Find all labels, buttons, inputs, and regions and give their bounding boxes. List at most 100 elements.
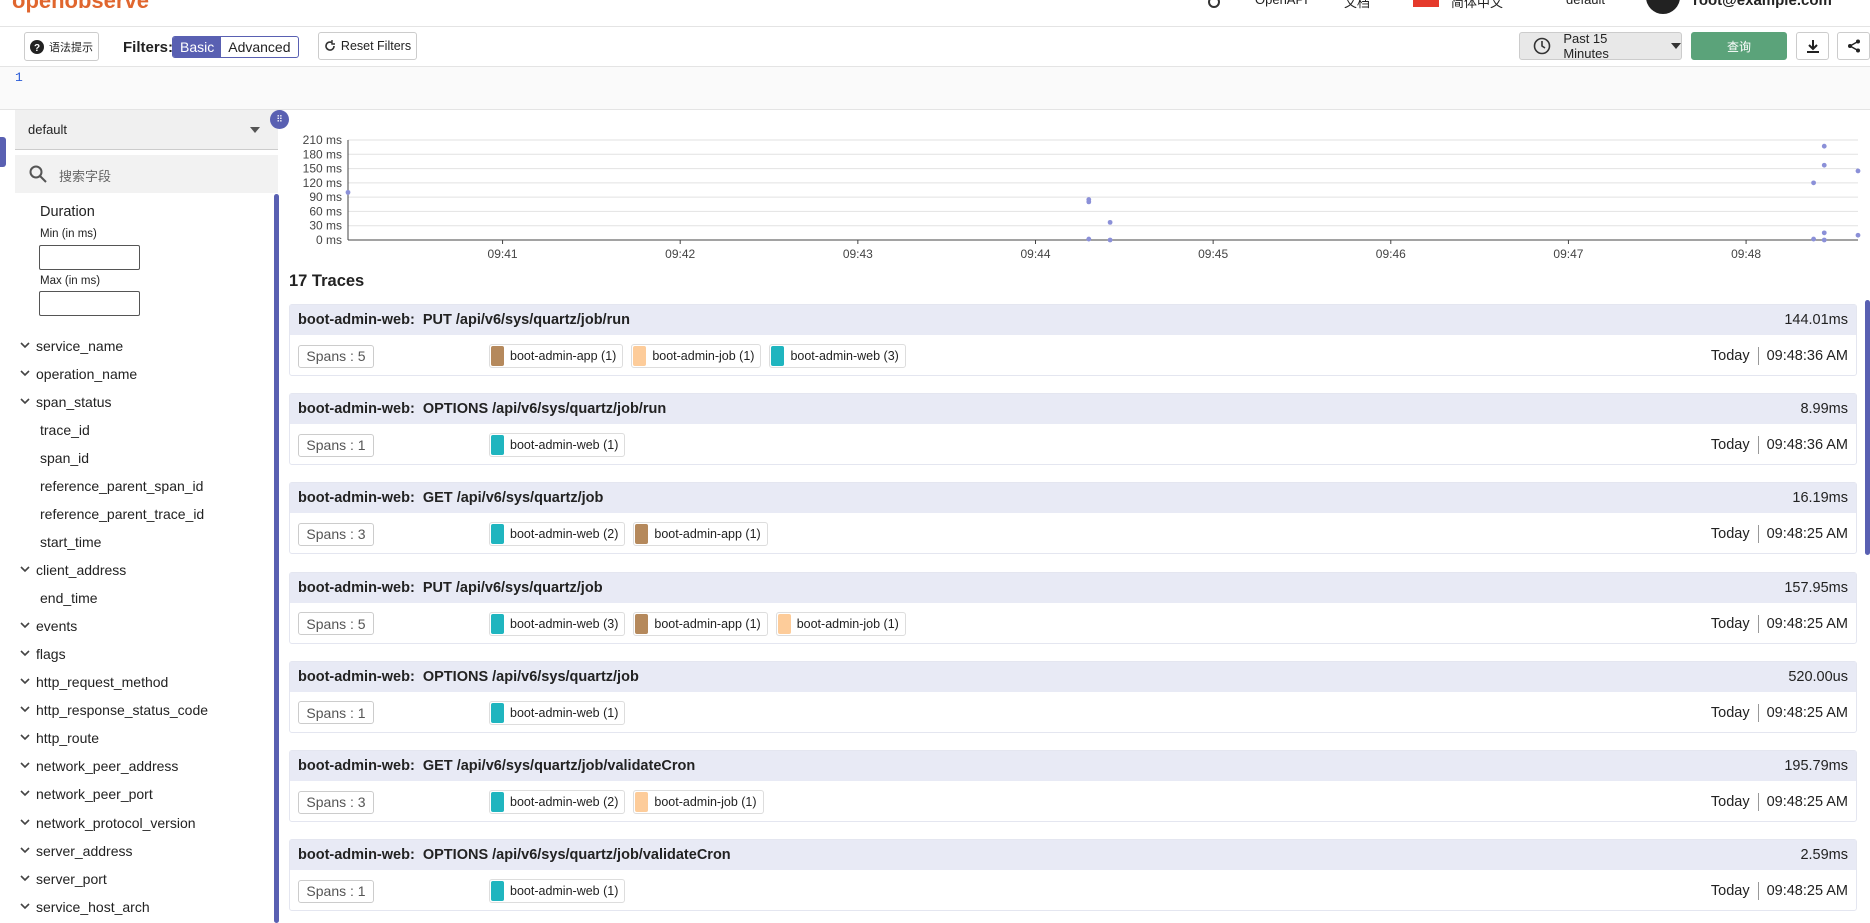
expand-icon[interactable]: [20, 818, 30, 827]
expand-icon[interactable]: [20, 650, 30, 658]
editor[interactable]: 1: [0, 67, 1870, 110]
field-name[interactable]: server_port: [36, 870, 107, 887]
field-name[interactable]: events: [36, 618, 78, 635]
field-name[interactable]: reference_parent_trace_id: [40, 506, 205, 523]
point: [1086, 236, 1092, 242]
service-chip: boot-admin-web (1): [489, 879, 626, 904]
trace-title: boot-admin-web: PUT /api/v6/sys/quartz/j…: [298, 580, 603, 596]
logo[interactable]: openobserve: [12, 0, 149, 13]
point: [1107, 219, 1113, 225]
point: [345, 189, 351, 195]
panel-handle[interactable]: ⠿: [270, 110, 289, 129]
field-name[interactable]: reference_parent_span_id: [40, 478, 204, 495]
trace-card[interactable]: boot-admin-web: OPTIONS /api/v6/sys/quar…: [289, 660, 1857, 733]
service-chip: boot-admin-app (1): [489, 344, 624, 368]
field-name[interactable]: http_route: [36, 730, 100, 747]
share-button[interactable]: [1837, 32, 1870, 60]
trace-header: boot-admin-web: GET /api/v6/sys/quartz/j…: [290, 483, 1856, 514]
trace-duration: 16.19ms: [1792, 490, 1848, 507]
field-name[interactable]: span_status: [36, 394, 112, 411]
field-name[interactable]: operation_name: [36, 366, 138, 383]
expand-icon[interactable]: [20, 566, 30, 574]
range-picker[interactable]: Past 15 Minutes: [1519, 31, 1682, 61]
x-tick-label: 09:42: [665, 247, 695, 260]
expand-icon[interactable]: [20, 622, 30, 630]
field-name[interactable]: flags: [36, 646, 66, 663]
service-label: boot-admin-web (3): [510, 616, 619, 631]
field-name[interactable]: http_response_status_code: [36, 702, 209, 719]
expand-icon[interactable]: [20, 706, 30, 714]
field-name[interactable]: service_host_arch: [36, 898, 150, 915]
field-name[interactable]: network_peer_port: [36, 786, 153, 803]
min-input[interactable]: [39, 245, 140, 270]
nav-item[interactable]: 简体中文: [1451, 0, 1504, 10]
advanced-toggle[interactable]: Advanced: [228, 39, 291, 55]
expand-icon[interactable]: [20, 342, 30, 350]
point: [1811, 236, 1816, 242]
service-chip: boot-admin-web (3): [489, 611, 626, 636]
download-button[interactable]: [1796, 32, 1829, 60]
trace-clock: 09:48:36 AM: [1766, 437, 1848, 454]
field-name[interactable]: network_peer_address: [36, 758, 179, 775]
field-name[interactable]: start_time: [40, 534, 102, 551]
trace-duration: 195.79ms: [1784, 758, 1848, 774]
spans-count: Spans : 5: [298, 612, 374, 636]
expand-icon[interactable]: [20, 762, 30, 770]
expand-icon[interactable]: [20, 790, 30, 798]
panel-scrollbar: [274, 194, 279, 923]
field-name[interactable]: span_id: [40, 450, 90, 467]
service-chip: boot-admin-web (1): [489, 700, 626, 725]
expand-icon[interactable]: [20, 678, 30, 686]
expand-icon[interactable]: [20, 874, 30, 883]
service-color: [491, 881, 504, 902]
clock-icon: [1533, 37, 1551, 55]
trace-day: Today: [1710, 794, 1750, 810]
nav-item[interactable]: default: [1566, 0, 1605, 7]
field-name[interactable]: service_name: [36, 338, 124, 354]
x-tick-label: 09:48: [1731, 247, 1761, 260]
syntax-label: 语法提示: [49, 41, 93, 54]
expand-icon[interactable]: [20, 846, 30, 855]
trace-card[interactable]: boot-admin-web: OPTIONS /api/v6/sys/quar…: [289, 839, 1857, 912]
service-color: [491, 524, 504, 545]
avatar[interactable]: [1646, 0, 1680, 14]
reset-button[interactable]: Reset Filters: [318, 32, 417, 60]
trace-header: boot-admin-web: GET /api/v6/sys/quartz/j…: [290, 751, 1856, 781]
basic-toggle[interactable]: Basic: [173, 37, 222, 57]
trace-card[interactable]: boot-admin-web: GET /api/v6/sys/quartz/j…: [289, 750, 1857, 822]
field-name[interactable]: client_address: [36, 562, 127, 579]
expand-icon[interactable]: [20, 398, 30, 406]
separator: [1757, 436, 1759, 455]
expand-icon[interactable]: [20, 903, 30, 911]
run-button[interactable]: 查询: [1691, 32, 1787, 60]
expand-icon[interactable]: [20, 370, 30, 378]
max-input[interactable]: [39, 291, 140, 316]
nav-item[interactable]: root@example.com: [1693, 0, 1832, 9]
trace-service: boot-admin-web:: [298, 847, 415, 864]
syntax-button[interactable]: ? 语法提示: [24, 32, 99, 61]
nav-item[interactable]: 文档: [1344, 0, 1371, 10]
y-tick-label: 0 ms: [316, 233, 342, 247]
trace-service: boot-admin-web:: [298, 490, 415, 507]
expand-icon[interactable]: [20, 734, 30, 742]
field-name[interactable]: end_time: [40, 590, 98, 607]
trace-card[interactable]: boot-admin-web: GET /api/v6/sys/quartz/j…: [289, 482, 1857, 555]
field-name[interactable]: server_address: [36, 842, 133, 859]
trace-card[interactable]: boot-admin-web: OPTIONS /api/v6/sys/quar…: [289, 393, 1857, 466]
theme-icon[interactable]: [1204, 0, 1224, 12]
trace-day: Today: [1710, 704, 1750, 721]
y-tick-label: 30 ms: [309, 219, 342, 233]
trace-body: Spans : 3 boot-admin-web (2) boot-admin-ap…: [290, 513, 1856, 555]
stream-select[interactable]: default: [15, 110, 278, 150]
trace-time: Today 09:48:25 AM: [1711, 793, 1848, 811]
trace-duration: 520.00us: [1788, 668, 1848, 685]
trace-header: boot-admin-web: PUT /api/v6/sys/quartz/j…: [290, 305, 1856, 335]
field-name[interactable]: network_protocol_version: [36, 814, 196, 831]
field-name[interactable]: http_request_method: [36, 674, 169, 691]
trace-card[interactable]: boot-admin-web: PUT /api/v6/sys/quartz/j…: [289, 571, 1857, 644]
field-search[interactable]: 搜索字段: [15, 155, 278, 193]
trace-card[interactable]: boot-admin-web: PUT /api/v6/sys/quartz/j…: [289, 304, 1857, 376]
field-name[interactable]: trace_id: [40, 422, 90, 439]
x-tick-label: 09:41: [488, 247, 518, 260]
nav-item[interactable]: OpenAPI: [1255, 0, 1308, 7]
